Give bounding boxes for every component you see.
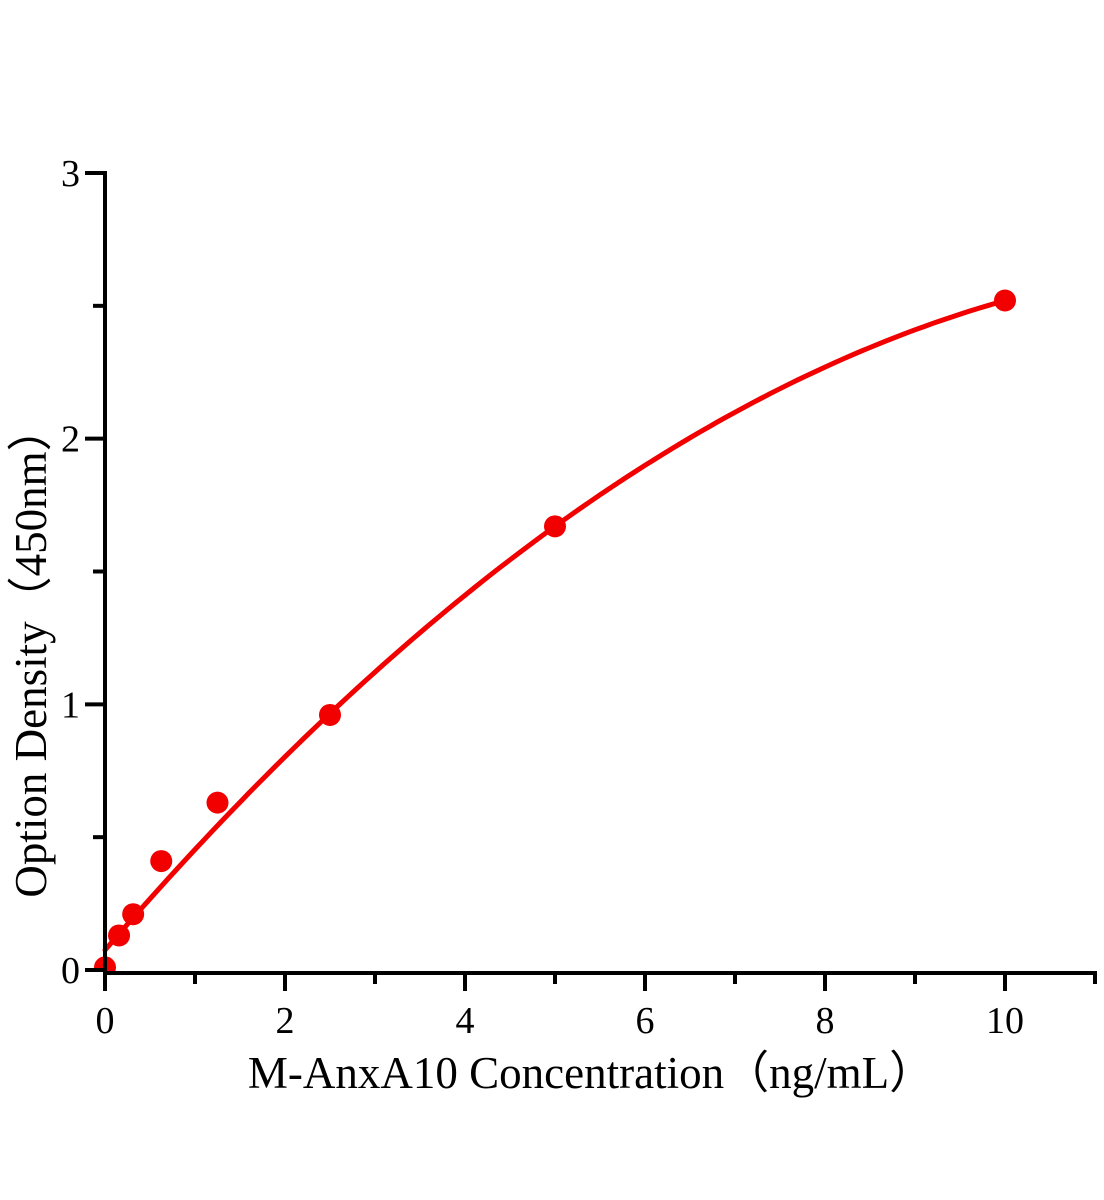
x-tick-label: 4	[456, 1000, 475, 1042]
data-points	[94, 289, 1016, 972]
x-tick-label: 0	[96, 1000, 115, 1042]
data-point	[206, 791, 229, 814]
axes	[85, 170, 1097, 991]
x-tick-label: 6	[636, 1000, 655, 1042]
data-point	[544, 515, 566, 538]
axis-ticks	[85, 170, 1097, 991]
x-tick-labels: 0 2 4 6 8 10	[96, 1000, 1025, 1042]
data-point	[994, 289, 1016, 312]
data-point	[122, 903, 145, 926]
data-point	[319, 703, 341, 726]
x-tick-label: 8	[816, 1000, 835, 1042]
data-point	[150, 850, 173, 873]
y-axis-title: Option Density（450nm）	[6, 406, 56, 897]
data-series	[94, 289, 1016, 972]
fit-curve-line	[102, 298, 1008, 953]
y-tick-label: 3	[61, 153, 80, 195]
x-tick-label: 10	[986, 1000, 1024, 1042]
y-tick-label: 0	[61, 950, 80, 992]
y-tick-label: 1	[61, 684, 80, 726]
y-tick-label: 2	[61, 419, 80, 461]
x-tick-label: 2	[276, 1000, 295, 1042]
y-tick-labels: 0 1 2 3	[61, 153, 80, 992]
data-point	[108, 924, 131, 947]
x-axis-title: M-AnxA10 Concentration（ng/mL）	[248, 1048, 934, 1098]
